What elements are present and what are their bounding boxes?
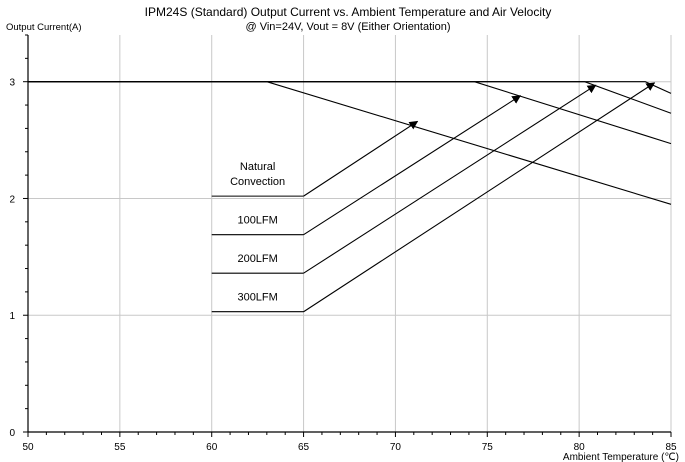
chart-title: IPM24S (Standard) Output Current vs. Amb… bbox=[145, 5, 552, 19]
annotations: Natural Convection 100LFM 200LFM 300LFM bbox=[211, 82, 656, 313]
y-axis-label: Output Current(A) bbox=[6, 22, 82, 33]
series-line bbox=[28, 81, 672, 94]
axes: 50 55 60 65 70 75 80 85 0 1 2 3 bbox=[9, 34, 677, 453]
chart-subtitle: @ Vin=24V, Vout = 8V (Either Orientation… bbox=[245, 21, 450, 33]
x-tick-label: 65 bbox=[298, 442, 310, 453]
y-tick-label: 3 bbox=[9, 78, 15, 89]
annotation-arrow bbox=[303, 95, 522, 236]
annotation-label: Natural bbox=[240, 161, 275, 173]
annotation-arrow bbox=[303, 84, 597, 274]
x-tick-label: 85 bbox=[665, 442, 677, 453]
x-tick-label: 50 bbox=[22, 442, 34, 453]
series-line bbox=[28, 81, 672, 145]
annotation-label: Convection bbox=[230, 176, 285, 188]
x-tick-label: 60 bbox=[206, 442, 218, 453]
series-lines bbox=[28, 81, 672, 205]
series-line bbox=[28, 81, 672, 205]
y-tick-label: 1 bbox=[9, 311, 15, 322]
grid bbox=[28, 35, 672, 432]
y-tick-label: 0 bbox=[9, 428, 15, 439]
annotation-label: 200LFM bbox=[237, 253, 277, 265]
x-tick-label: 75 bbox=[482, 442, 494, 453]
annotation-label: 100LFM bbox=[237, 215, 277, 227]
annotation-label: 300LFM bbox=[237, 292, 277, 304]
x-tick-label: 70 bbox=[390, 442, 402, 453]
x-axis-label: Ambient Temperature (℃) bbox=[563, 452, 679, 462]
y-tick-label: 2 bbox=[9, 194, 15, 205]
x-tick-label: 80 bbox=[574, 442, 586, 453]
x-tick-label: 55 bbox=[114, 442, 126, 453]
annotation-arrow bbox=[303, 120, 419, 197]
annotation-arrow bbox=[303, 82, 656, 313]
series-line bbox=[28, 81, 672, 114]
